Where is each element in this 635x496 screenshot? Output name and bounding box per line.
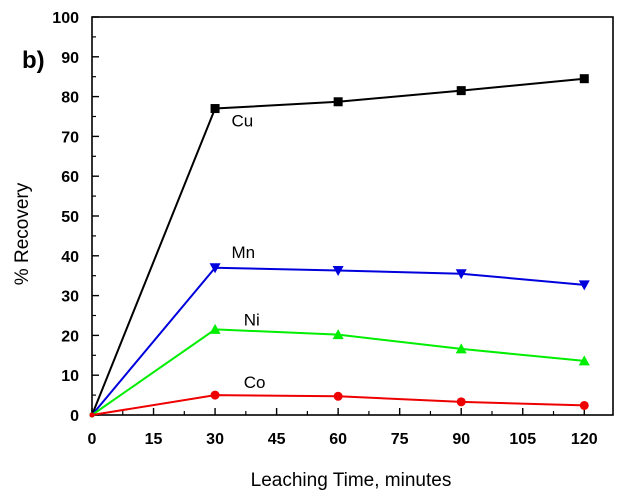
x-axis-title: Leaching Time, minutes <box>251 470 452 491</box>
series-labels: Cu Mn Ni Co <box>231 111 265 391</box>
y-tick-label: 30 <box>61 289 79 306</box>
x-tick-label: 90 <box>452 431 470 448</box>
y-tick-label: 60 <box>61 169 79 186</box>
y-tick-labels: 0 10 20 30 40 50 60 70 80 90 100 <box>52 10 79 425</box>
series-label-ni: Ni <box>244 310 260 329</box>
x-tick-labels: 0 15 30 45 60 75 90 105 120 <box>88 431 598 448</box>
data-point-mn <box>209 263 221 274</box>
y-tick-label: 90 <box>61 50 79 67</box>
panel-label: b) <box>22 47 45 74</box>
data-point-cu <box>333 97 343 107</box>
data-point-cu <box>210 104 220 114</box>
y-tick-label: 100 <box>52 10 79 27</box>
data-point-co <box>579 400 589 410</box>
y-tick-label: 40 <box>61 249 79 266</box>
y-axis-title: % Recovery <box>12 182 33 285</box>
y-tick-label: 0 <box>70 408 79 425</box>
series-label-co: Co <box>244 373 266 392</box>
x-tick-label: 60 <box>329 431 347 448</box>
data-point-mn <box>455 269 467 280</box>
x-tick-label: 30 <box>206 431 224 448</box>
axis-ticks <box>91 16 585 416</box>
y-tick-label: 50 <box>61 209 79 226</box>
data-point-ni <box>455 343 467 354</box>
x-tick-label: 75 <box>391 431 409 448</box>
data-point-co <box>456 397 466 407</box>
x-tick-label: 45 <box>268 431 286 448</box>
data-point-cu <box>579 74 589 84</box>
x-tick-label: 120 <box>571 431 598 448</box>
data-point-mn <box>332 266 344 277</box>
series-label-mn: Mn <box>231 243 255 262</box>
series-lines <box>91 77 585 416</box>
data-point-mn <box>578 280 590 291</box>
y-tick-label: 20 <box>61 328 79 345</box>
data-point-co <box>89 412 95 418</box>
series-markers <box>89 74 590 418</box>
data-point-cu <box>456 86 466 96</box>
y-tick-label: 70 <box>61 129 79 146</box>
x-tick-label: 15 <box>145 431 163 448</box>
x-tick-label: 105 <box>509 431 536 448</box>
data-point-ni <box>332 329 344 340</box>
series-label-cu: Cu <box>231 111 253 130</box>
data-point-co <box>333 391 343 401</box>
data-point-co <box>210 390 220 400</box>
x-tick-label: 0 <box>88 431 97 448</box>
y-tick-label: 80 <box>61 90 79 107</box>
data-point-ni <box>209 323 221 334</box>
y-tick-label: 10 <box>61 368 79 385</box>
data-point-ni <box>578 355 590 366</box>
